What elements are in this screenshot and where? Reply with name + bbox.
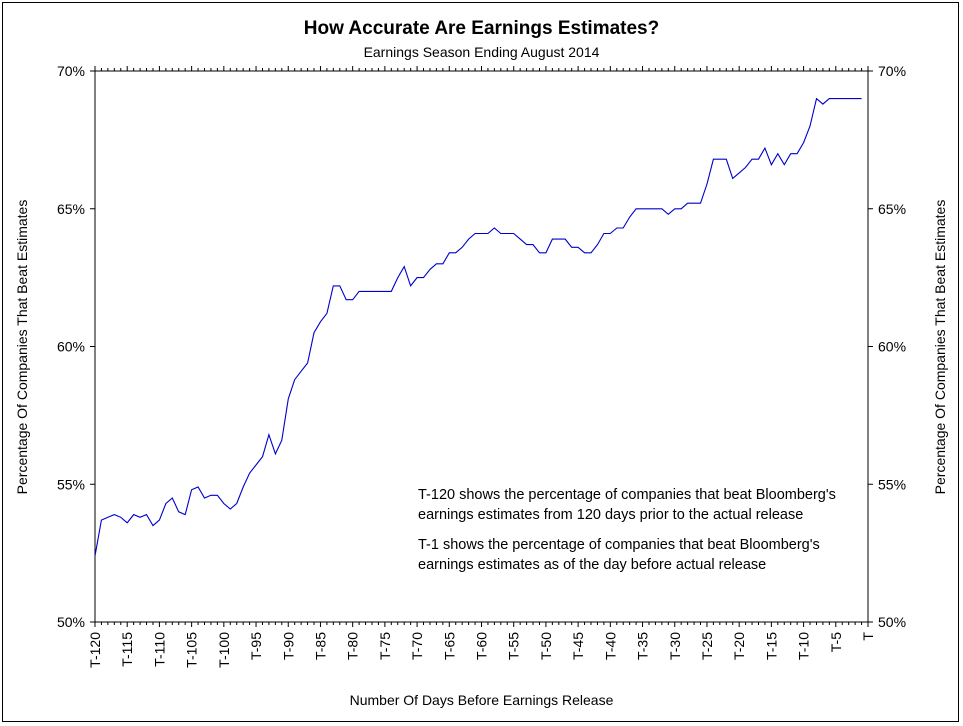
x-tick-label: T-65 (441, 632, 457, 660)
series-line (94, 97, 862, 556)
x-tick-label: T-15 (763, 632, 779, 660)
x-tick-label: T-40 (602, 632, 618, 660)
x-tick-label: T-105 (184, 632, 200, 668)
x-tick-label: T-100 (216, 632, 232, 668)
y-tick-label-right: 60% (878, 339, 906, 355)
x-tick-label: T-45 (570, 632, 586, 660)
x-tick-label: T-90 (280, 632, 296, 660)
y-tick-label-left: 55% (57, 476, 85, 492)
x-tick-label: T-120 (87, 632, 103, 668)
y-tick-label-left: 60% (57, 339, 85, 355)
x-tick-label: T-50 (538, 632, 554, 660)
x-tick-label: T-35 (635, 632, 651, 660)
chart-annotation: T-120 shows the percentage of companies … (418, 485, 868, 585)
chart-subtitle: Earnings Season Ending August 2014 (363, 44, 600, 60)
x-tick-label: T-115 (119, 632, 135, 667)
x-tick-label: T-85 (312, 632, 328, 660)
x-tick-label: T-30 (667, 632, 683, 660)
x-tick-label: T-10 (796, 632, 812, 660)
chart-title: How Accurate Are Earnings Estimates? (303, 18, 660, 39)
x-tick-label: T-55 (506, 632, 522, 660)
x-tick-label: T-95 (248, 632, 264, 660)
y-tick-label-right: 50% (878, 614, 906, 630)
y-tick-label-right: 65% (878, 201, 906, 217)
x-tick-label: T-75 (377, 632, 393, 660)
y-tick-label-right: 70% (878, 63, 906, 79)
y-tick-label-left: 65% (57, 201, 85, 217)
x-tick-label: T-5 (828, 632, 844, 652)
x-tick-label: T-60 (474, 632, 490, 660)
x-tick-label: T-80 (345, 632, 361, 660)
annotation-t1: T-1 shows the percentage of companies th… (418, 537, 820, 573)
y-tick-label-left: 50% (57, 614, 85, 630)
x-axis-label: Number Of Days Before Earnings Release (349, 692, 614, 708)
x-tick-label: T-25 (699, 632, 715, 660)
y-tick-label-right: 55% (878, 476, 906, 492)
annotation-t120: T-120 shows the percentage of companies … (418, 487, 836, 523)
y-tick-label-left: 70% (57, 63, 85, 79)
x-tick-label: T-20 (731, 632, 747, 660)
x-tick-label: T (860, 632, 876, 641)
x-tick-label: T-110 (151, 632, 167, 667)
x-tick-label: T-70 (409, 632, 425, 660)
